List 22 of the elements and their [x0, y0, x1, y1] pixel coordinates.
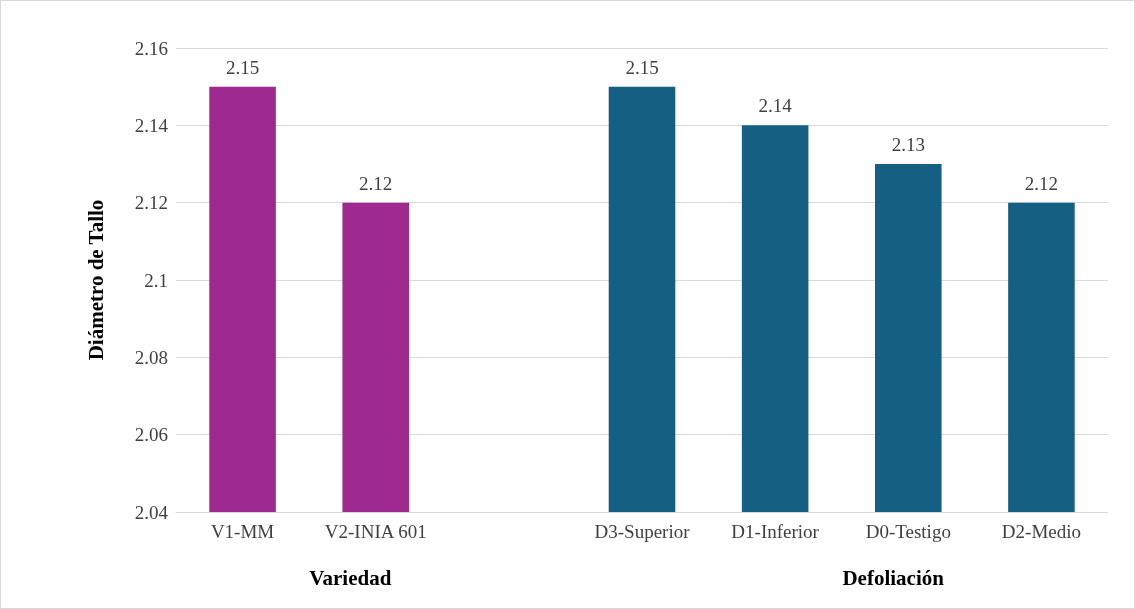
y-tick-label: 2.1: [144, 269, 168, 291]
data-label: 2.15: [625, 56, 659, 78]
x-tick-label: D2-Medio: [1001, 521, 1082, 542]
data-label: 2.13: [891, 134, 925, 155]
data-label: 2.12: [1024, 172, 1059, 194]
x-tick-label: D1-Inferior: [731, 521, 820, 542]
y-tick-label: 2.06: [134, 424, 168, 446]
text: Variedad: [309, 565, 392, 590]
y-tick-label: 2.04: [134, 501, 169, 523]
x-tick-label: V2-INIA 601: [324, 521, 427, 542]
y-tick-label: 2.16: [134, 37, 168, 59]
x-tick-label: V1-MM: [210, 521, 275, 542]
x-tick-label: D3-Superior: [594, 521, 691, 542]
data-label: 2.12: [359, 172, 393, 194]
y-tick-label: 2.12: [134, 192, 168, 214]
data-label: 2.15: [225, 56, 260, 78]
y-tick-label: 2.08: [134, 346, 168, 368]
x-tick-label: D0-Testigo: [865, 521, 951, 542]
text: Defoliación: [842, 565, 945, 590]
data-label: 2.14: [758, 95, 793, 117]
y-tick-label: 2.14: [134, 114, 169, 136]
y-axis-title: Diámetro de Tallo: [83, 199, 108, 361]
